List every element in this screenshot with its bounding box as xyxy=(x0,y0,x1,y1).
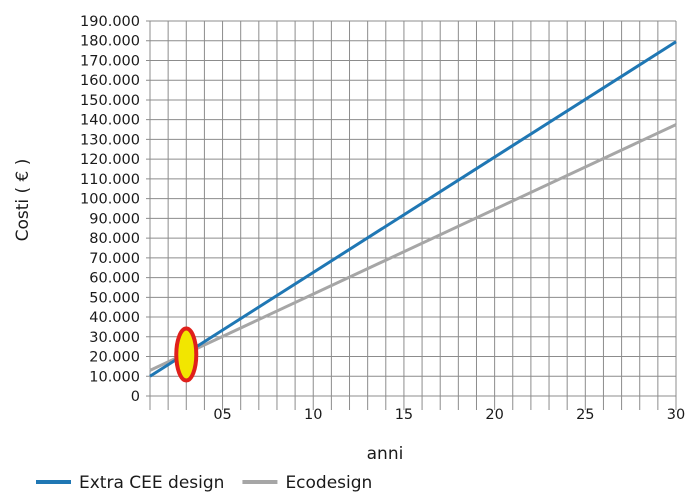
y-tick-label: 180.000 xyxy=(80,34,140,50)
series-line-ecodesign xyxy=(149,123,677,372)
y-tick-label: 20.000 xyxy=(89,350,140,366)
x-axis-ticks: 05 10 15 20 25 30 xyxy=(213,407,685,423)
series-lines xyxy=(149,40,677,378)
x-tick-label: 25 xyxy=(576,407,594,423)
y-axis-ticks: 0 10.000 20.000 30.000 40.000 50.000 60.000 70.… xyxy=(80,14,140,405)
y-tick-label: 170.000 xyxy=(80,53,140,69)
x-tick-label: 15 xyxy=(395,407,413,423)
legend-item: Ecodesign xyxy=(242,473,372,493)
y-tick-label: 190.000 xyxy=(80,14,140,30)
y-tick-label: 70.000 xyxy=(89,251,140,267)
y-tick-label: 50.000 xyxy=(89,290,140,306)
x-tick-label: 10 xyxy=(304,407,322,423)
y-axis-label: Costi ( € ) xyxy=(13,159,33,242)
y-tick-label: 110.000 xyxy=(80,172,140,188)
y-tick-label: 10.000 xyxy=(89,369,140,385)
x-tick-label: 30 xyxy=(667,407,685,423)
y-tick-label: 40.000 xyxy=(89,310,140,326)
legend-label: Extra CEE design xyxy=(79,473,224,493)
y-tick-label: 80.000 xyxy=(89,231,140,247)
y-tick-label: 150.000 xyxy=(80,93,140,109)
highlight-ellipse xyxy=(174,326,199,383)
y-tick-label: 30.000 xyxy=(89,330,140,346)
x-tick-label: 05 xyxy=(213,407,231,423)
y-tick-label: 0 xyxy=(131,389,140,405)
y-tick-label: 120.000 xyxy=(80,152,140,168)
series-line-extra-cee-design xyxy=(149,40,677,378)
y-tick-label: 130.000 xyxy=(80,132,140,148)
y-tick-label: 140.000 xyxy=(80,113,140,129)
x-axis-label: anni xyxy=(367,444,404,464)
grid xyxy=(146,20,677,410)
x-tick-label: 20 xyxy=(485,407,503,423)
highlight-annotation xyxy=(174,326,199,383)
legend-label: Ecodesign xyxy=(285,473,372,493)
y-tick-label: 90.000 xyxy=(89,211,140,227)
y-tick-label: 60.000 xyxy=(89,271,140,287)
legend-item: Extra CEE design xyxy=(36,473,224,493)
y-tick-label: 100.000 xyxy=(80,192,140,208)
y-tick-label: 160.000 xyxy=(80,73,140,89)
legend: Extra CEE design Ecodesign xyxy=(36,473,372,493)
